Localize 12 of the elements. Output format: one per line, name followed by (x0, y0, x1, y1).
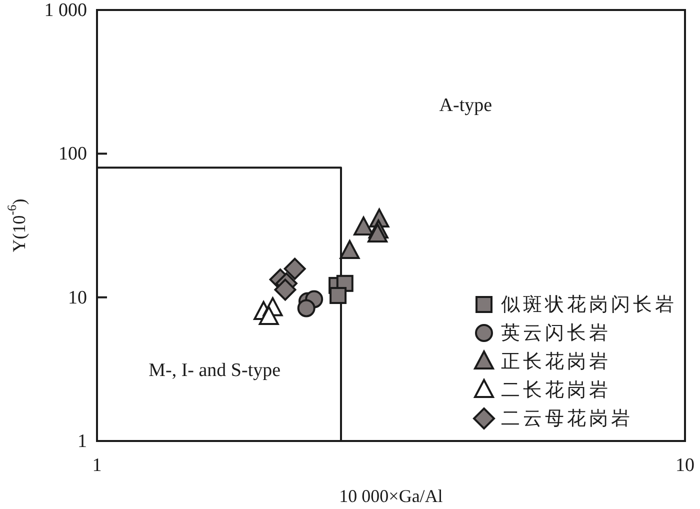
legend-label: 二长花岗岩 (501, 380, 611, 400)
legend-label: 二云母花岗岩 (501, 408, 633, 429)
legend-label: 正长花岗岩 (501, 351, 611, 372)
x-axis-title: 10 000×Ga/Al (339, 486, 443, 506)
y-tick-label: 10 (68, 286, 87, 308)
y-tick-label: 100 (58, 143, 87, 164)
legend-label: 英云闪长岩 (501, 322, 611, 344)
annotation: M-, I- and S-type (148, 359, 281, 380)
y-tick-label: 1 (78, 430, 87, 452)
y-tick-label: 1 000 (44, 0, 87, 20)
annotation: A-type (439, 94, 492, 116)
legend-label: 似斑状花岗闪长岩 (501, 294, 677, 315)
